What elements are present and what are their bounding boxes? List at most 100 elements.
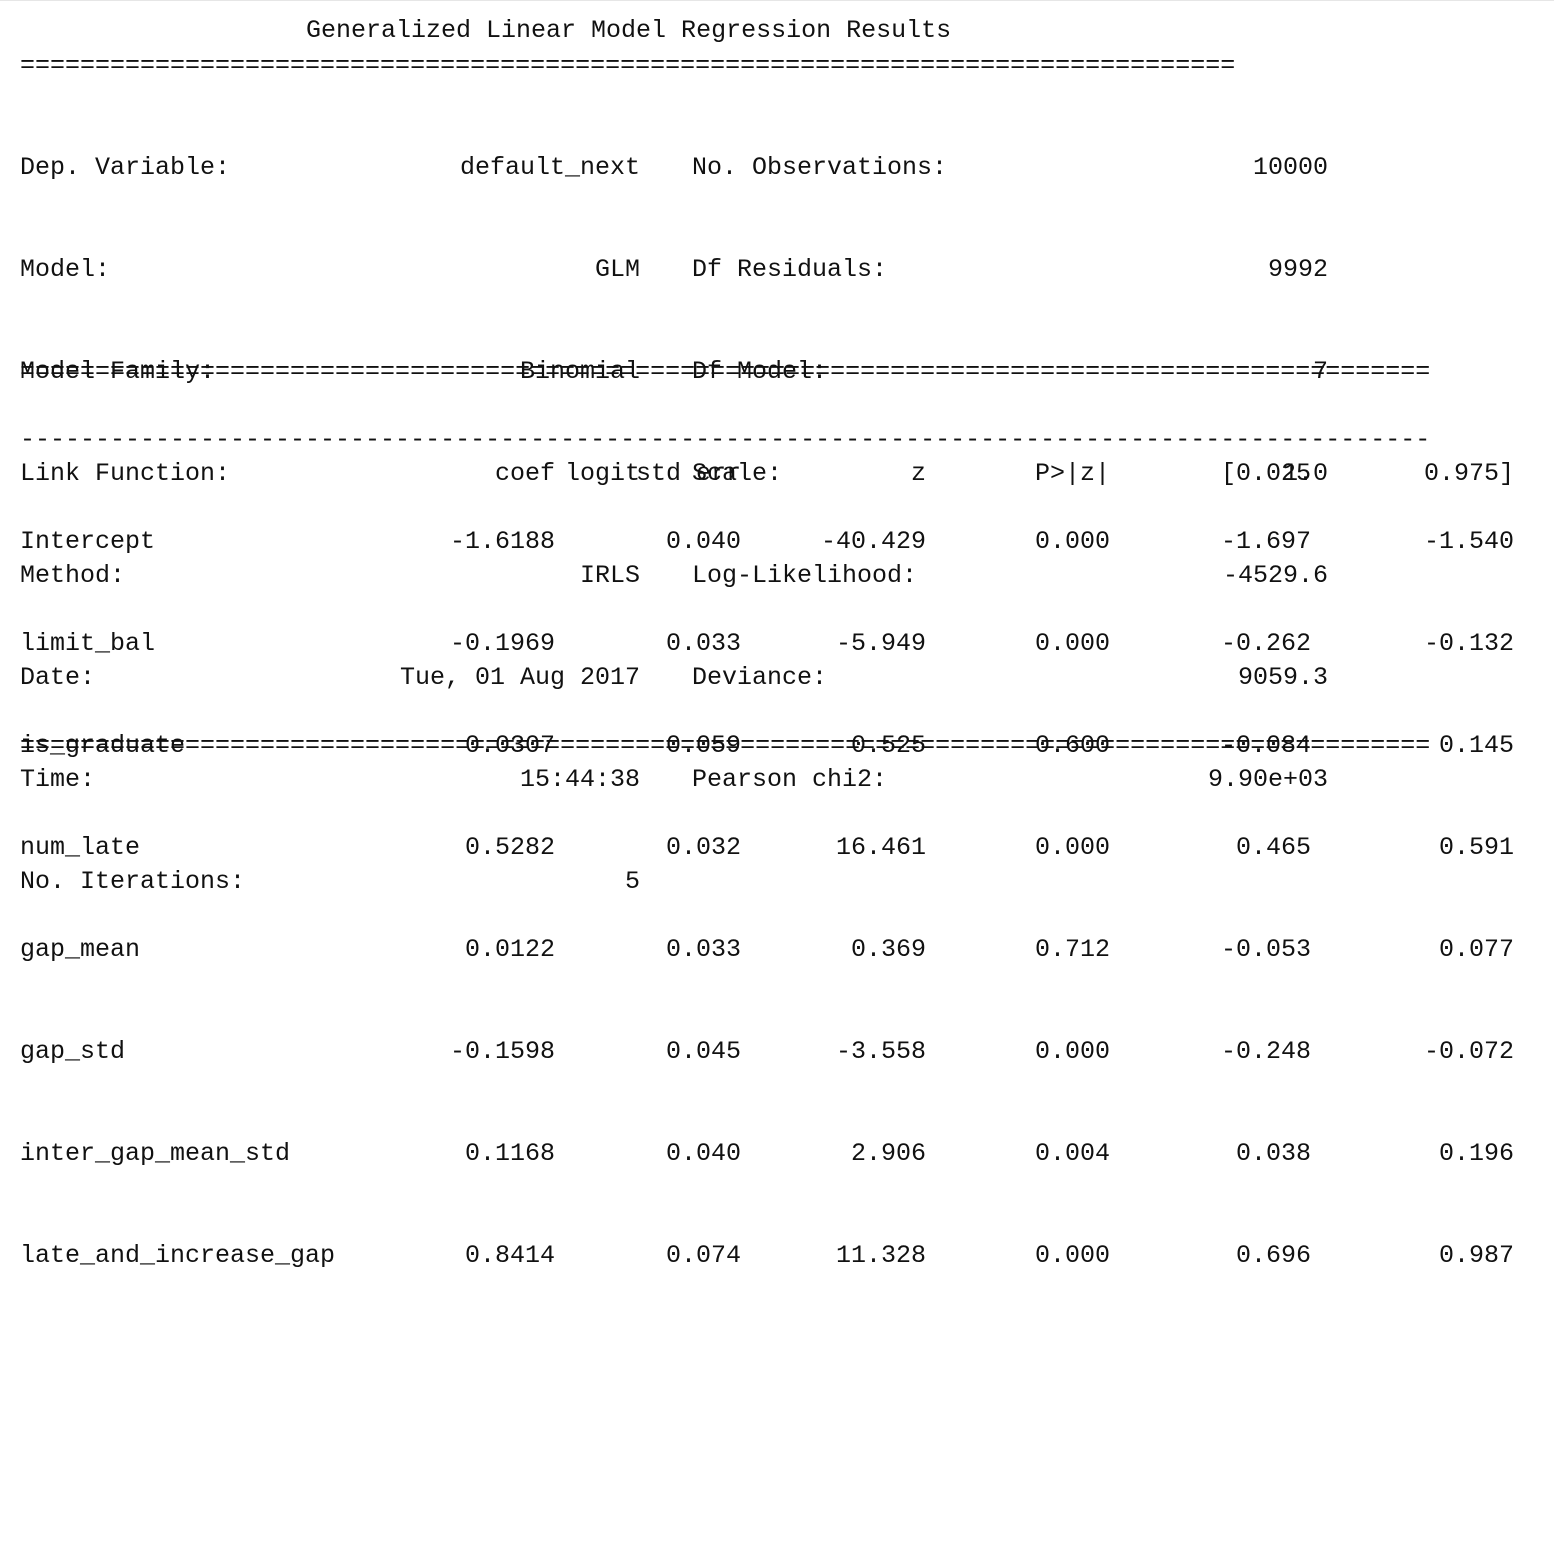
z-value: 16.461 [835,833,926,862]
results-summary: Generalized Linear Model Regression Resu… [0,0,1554,1270]
info-value: Tue, 01 Aug 2017 [399,663,640,692]
ci-lower: 0.696 [1235,1241,1311,1270]
ci-upper: 0.196 [1438,1139,1514,1168]
p-value: 0.000 [1034,629,1110,658]
ci-lower: -0.248 [1220,1037,1311,1066]
z-value: 0.369 [850,935,926,964]
std-err-value: 0.045 [665,1037,741,1066]
coef-value: 0.0122 [464,935,555,964]
separator-double: ========================================… [20,357,1431,386]
separator-dashed: ----------------------------------------… [20,425,1431,454]
ci-upper: 0.145 [1438,731,1514,760]
table-row: late_and_increase_gap 0.8414 0.074 11.32… [20,1239,1520,1273]
coef-value: 0.5282 [464,833,555,862]
coef-value: -0.1969 [449,629,555,658]
top-border [0,0,1554,1]
ci-lower: -0.053 [1220,935,1311,964]
info-value: 9992 [1267,255,1328,284]
p-value: 0.000 [1034,833,1110,862]
variable-name: num_late [20,833,141,862]
p-value: 0.004 [1034,1139,1110,1168]
p-value: 0.712 [1034,935,1110,964]
info-value: 1.0 [1282,459,1328,488]
p-value: 0.000 [1034,527,1110,556]
info-value: IRLS [579,561,640,590]
ci-lower: -0.262 [1220,629,1311,658]
ci-upper: -1.540 [1423,527,1514,556]
info-label: Date: [20,663,96,692]
info-label: Scale: [692,459,783,488]
column-header: coef [494,459,555,488]
ci-upper: -0.072 [1423,1037,1514,1066]
coefficient-header-row: coef std err z P>|z| [0.025 0.975] [20,457,1520,491]
variable-name: late_and_increase_gap [20,1241,336,1270]
variable-name: inter_gap_mean_std [20,1139,291,1168]
z-value: 2.906 [850,1139,926,1168]
table-row: gap_mean 0.0122 0.033 0.369 0.712 -0.053… [20,933,1520,967]
info-value: logit [564,459,640,488]
info-label: Log-Likelihood: [692,561,918,590]
std-err-value: 0.040 [665,1139,741,1168]
info-label: Dep. Variable: [20,153,231,182]
std-err-value: 0.059 [665,731,741,760]
p-value: 0.600 [1034,731,1110,760]
variable-name: limit_bal [20,629,156,658]
ci-lower: -1.697 [1220,527,1311,556]
std-err-value: 0.074 [665,1241,741,1270]
table-row: is_graduate 0.0307 0.059 0.525 0.600 -0.… [20,729,1520,763]
info-label: Deviance: [692,663,828,692]
ci-lower: 0.038 [1235,1139,1311,1168]
column-header: P>|z| [1034,459,1110,488]
info-value: 9059.3 [1237,663,1328,692]
info-row: Method: IRLS Log-Likelihood: -4529.6 [20,559,1340,593]
coef-value: -1.6188 [449,527,555,556]
variable-name: is_graduate [20,731,186,760]
info-row: Dep. Variable: default_next No. Observat… [20,151,1340,185]
table-row: Intercept -1.6188 0.040 -40.429 0.000 -1… [20,525,1520,559]
info-row: Date: Tue, 01 Aug 2017 Deviance: 9059.3 [20,661,1340,695]
coef-value: -0.1598 [449,1037,555,1066]
ci-upper: 0.077 [1438,935,1514,964]
info-label: Model Family: [20,357,216,386]
info-label: Df Model: [692,357,828,386]
z-value: 11.328 [835,1241,926,1270]
coef-value: 0.8414 [464,1241,555,1270]
info-row: Link Function: logit Scale: 1.0 [20,457,1340,491]
std-err-value: 0.033 [665,935,741,964]
z-value: 0.525 [850,731,926,760]
column-header: 0.975] [1423,459,1514,488]
info-value: default_next [459,153,640,182]
info-label: Df Residuals: [692,255,888,284]
column-header: std err [635,459,741,488]
info-value: 10000 [1252,153,1328,182]
info-value: -4529.6 [1222,561,1328,590]
info-label: Model: [20,255,111,284]
info-row: Model Family: Binomial Df Model: 7 [20,355,1340,389]
p-value: 0.000 [1034,1037,1110,1066]
variable-name: gap_mean [20,935,141,964]
info-value: GLM [594,255,640,284]
z-value: -40.429 [820,527,926,556]
table-row: gap_std -0.1598 0.045 -3.558 0.000 -0.24… [20,1035,1520,1069]
ci-upper: 0.987 [1438,1241,1514,1270]
std-err-value: 0.032 [665,833,741,862]
ci-upper: -0.132 [1423,629,1514,658]
info-label: Method: [20,561,126,590]
info-value: Binomial [519,357,640,386]
info-label: Link Function: [20,459,231,488]
column-header: [0.025 [1220,459,1311,488]
coef-value: 0.1168 [464,1139,555,1168]
info-value: 7 [1312,357,1328,386]
info-label: No. Observations: [692,153,948,182]
p-value: 0.000 [1034,1241,1110,1270]
coefficient-rows: Intercept -1.6188 0.040 -40.429 0.000 -1… [20,457,1520,1341]
std-err-value: 0.040 [665,527,741,556]
z-value: -5.949 [835,629,926,658]
variable-name: gap_std [20,1037,126,1066]
summary-title: Generalized Linear Model Regression Resu… [306,16,952,45]
std-err-value: 0.033 [665,629,741,658]
coef-value: 0.0307 [464,731,555,760]
variable-name: Intercept [20,527,156,556]
coefficient-table: coef std err z P>|z| [0.025 0.975] Inter… [20,389,1520,1270]
column-header: z [910,459,926,488]
